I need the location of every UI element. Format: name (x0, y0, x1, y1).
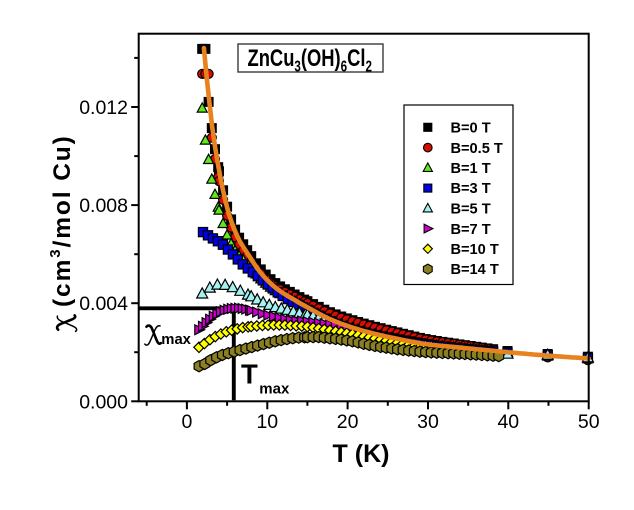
svg-text:0.000: 0.000 (79, 391, 128, 413)
svg-text:B=5 T: B=5 T (451, 202, 491, 218)
svg-text:B=7 T: B=7 T (451, 222, 491, 238)
svg-text:B=1 T: B=1 T (451, 161, 491, 177)
svg-text:30: 30 (417, 411, 439, 433)
svg-text:T (K): T (K) (333, 440, 390, 468)
svg-text:B=10 T: B=10 T (451, 242, 499, 258)
svg-text:0.012: 0.012 (79, 97, 128, 119)
svg-text:max: max (161, 332, 191, 348)
svg-text:B=14 T: B=14 T (451, 262, 499, 278)
svg-text:20: 20 (337, 411, 359, 433)
svg-text:0.004: 0.004 (79, 293, 128, 315)
svg-text:ZnCu3(OH)6Cl2: ZnCu3(OH)6Cl2 (248, 43, 373, 75)
svg-text:10: 10 (256, 411, 278, 433)
svg-text:B=3 T: B=3 T (451, 181, 491, 197)
svg-text:0.008: 0.008 (79, 195, 128, 217)
svg-text:max: max (259, 380, 290, 397)
svg-text:B=0.5 T: B=0.5 T (451, 141, 503, 157)
svg-text:(cm3/mol Cu): (cm3/mol Cu) (47, 134, 76, 307)
svg-text:T: T (241, 358, 258, 389)
svg-text:0: 0 (181, 411, 192, 433)
svg-text:B=0 T: B=0 T (451, 121, 491, 137)
svg-text:40: 40 (497, 411, 519, 433)
svg-text:50: 50 (578, 411, 600, 433)
